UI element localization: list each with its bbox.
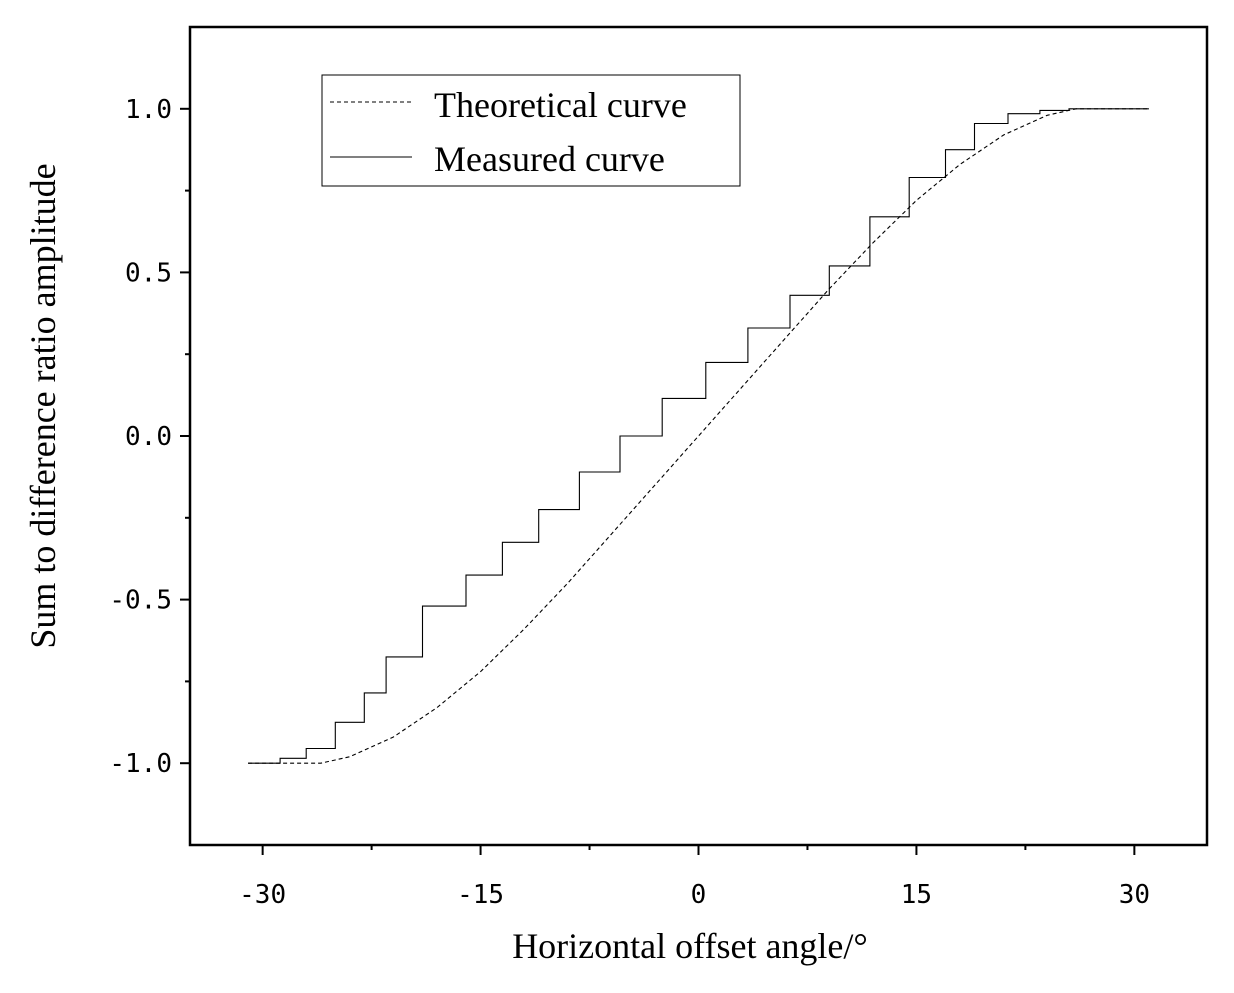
y-tick-label: 0.0	[125, 422, 172, 452]
plot-area	[248, 108, 1149, 764]
x-tick-label: -15	[457, 880, 504, 910]
y-tick-label: -0.5	[109, 586, 172, 616]
x-tick-label: 15	[901, 880, 932, 910]
x-axis-title: Horizontal offset angle/°	[512, 926, 868, 966]
legend: Theoretical curve Measured curve	[321, 74, 741, 187]
series-measured-curve	[248, 108, 1149, 764]
series-layer	[248, 108, 1149, 764]
legend-label-theoretical: Theoretical curve	[434, 85, 687, 125]
x-tick-label: 0	[691, 880, 707, 910]
y-tick-label: 0.5	[125, 258, 172, 288]
y-tick-label: 1.0	[125, 95, 172, 125]
series-theoretical-curve	[248, 108, 1149, 764]
x-tick-label: -30	[239, 880, 286, 910]
plot-frame	[188, 25, 1209, 847]
x-tick-label: 30	[1119, 880, 1150, 910]
ticks-layer: -30 -15 0 15 30 -1.0 -0.5 0.0 0.5 1.0	[109, 95, 1150, 910]
y-axis-title: Sum to difference ratio amplitude	[23, 163, 63, 648]
legend-box	[321, 74, 741, 187]
legend-label-measured: Measured curve	[434, 139, 665, 179]
y-tick-label: -1.0	[109, 749, 172, 779]
